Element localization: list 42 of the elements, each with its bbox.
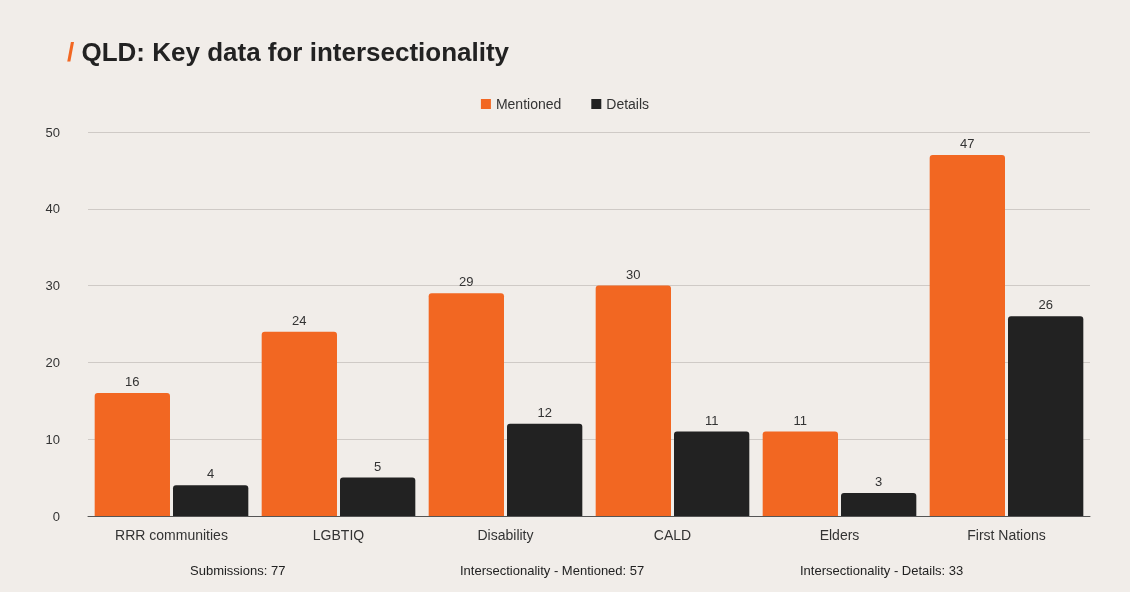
data-label: 11 — [704, 412, 719, 428]
data-label: 29 — [459, 274, 474, 290]
data-label: 16 — [125, 374, 140, 390]
bar — [929, 155, 1005, 516]
bar — [340, 477, 416, 516]
text: Intersectionality - Details: 33 — [800, 563, 964, 578]
x-tick-label: RRR communities — [115, 527, 228, 543]
bar — [762, 431, 838, 516]
bar — [674, 431, 750, 516]
y-tick-label: 20 — [45, 354, 60, 370]
y-tick-label: 10 — [45, 431, 60, 447]
x-tick-label: Disability — [477, 527, 534, 543]
legend-label: Mentioned — [495, 96, 562, 112]
bar — [428, 293, 504, 516]
bar — [261, 331, 337, 516]
bar — [1008, 316, 1084, 516]
data-label: 5 — [374, 458, 382, 474]
data-label: 12 — [537, 404, 552, 420]
data-label: 47 — [960, 136, 975, 152]
data-label: 26 — [1038, 297, 1053, 313]
x-tick-label: Elders — [819, 527, 860, 543]
data-label: 3 — [875, 473, 883, 489]
bar — [94, 393, 170, 516]
bar — [173, 485, 249, 516]
data-label: 4 — [207, 466, 215, 482]
bar — [841, 492, 917, 516]
y-tick-label: 50 — [45, 124, 60, 140]
y-tick-label: 0 — [52, 508, 60, 524]
bar — [507, 423, 583, 516]
x-tick-label: LGBTIQ — [312, 527, 365, 543]
text: Intersectionality - Mentioned: 57 — [460, 563, 645, 578]
legend-label: Details — [606, 96, 650, 112]
y-tick-label: 30 — [45, 278, 60, 294]
data-label: 11 — [793, 412, 808, 428]
text: Submissions: 77 — [190, 563, 286, 578]
bar — [595, 285, 671, 516]
chart-title: / QLD: Key data for intersectionality — [67, 37, 510, 67]
data-label: 24 — [292, 312, 307, 328]
y-tick-label: 40 — [45, 201, 60, 217]
data-label: 30 — [626, 266, 641, 282]
x-tick-label: First Nations — [967, 527, 1046, 543]
x-tick-label: CALD — [653, 527, 692, 543]
